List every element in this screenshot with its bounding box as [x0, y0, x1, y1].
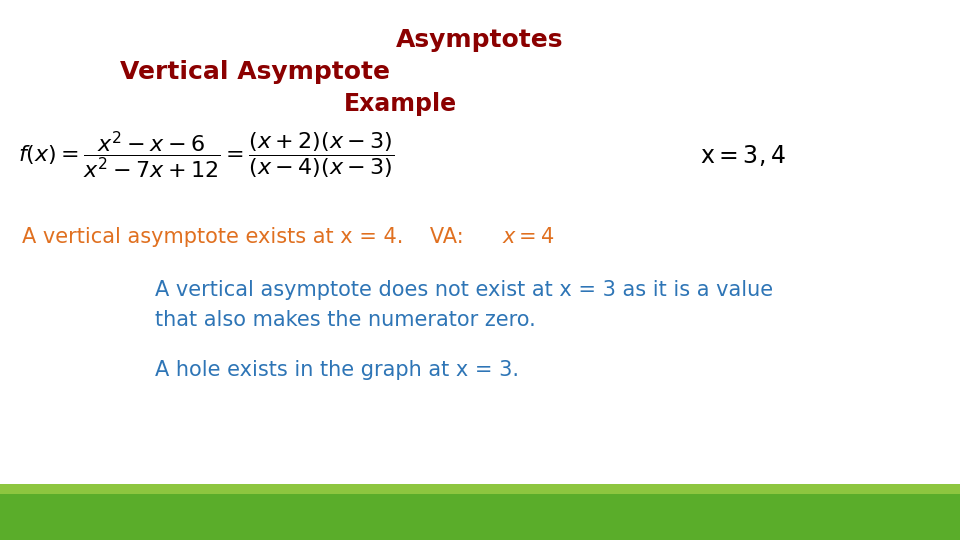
Text: $f(x) = \dfrac{x^2 - x - 6}{x^2 - 7x + 12} = \dfrac{(x+2)(x-3)}{(x-4)(x-3)}$: $f(x) = \dfrac{x^2 - x - 6}{x^2 - 7x + 1… [18, 129, 395, 181]
Text: $\mathrm{x} = 3, 4$: $\mathrm{x} = 3, 4$ [700, 143, 785, 167]
Bar [0, 494, 960, 540]
Text: A vertical asymptote does not exist at x = 3 as it is a value: A vertical asymptote does not exist at x… [155, 280, 773, 300]
Text: A hole exists in the graph at x = 3.: A hole exists in the graph at x = 3. [155, 360, 519, 380]
Text: Example: Example [344, 92, 457, 116]
Text: that also makes the numerator zero.: that also makes the numerator zero. [155, 310, 536, 330]
Text: A vertical asymptote exists at x = 4.    VA:: A vertical asymptote exists at x = 4. VA… [22, 227, 470, 247]
Bar [0, 484, 960, 494]
Text: $x = 4$: $x = 4$ [502, 227, 555, 247]
Text: Asymptotes: Asymptotes [396, 28, 564, 52]
Text: Vertical Asymptote: Vertical Asymptote [120, 60, 390, 84]
